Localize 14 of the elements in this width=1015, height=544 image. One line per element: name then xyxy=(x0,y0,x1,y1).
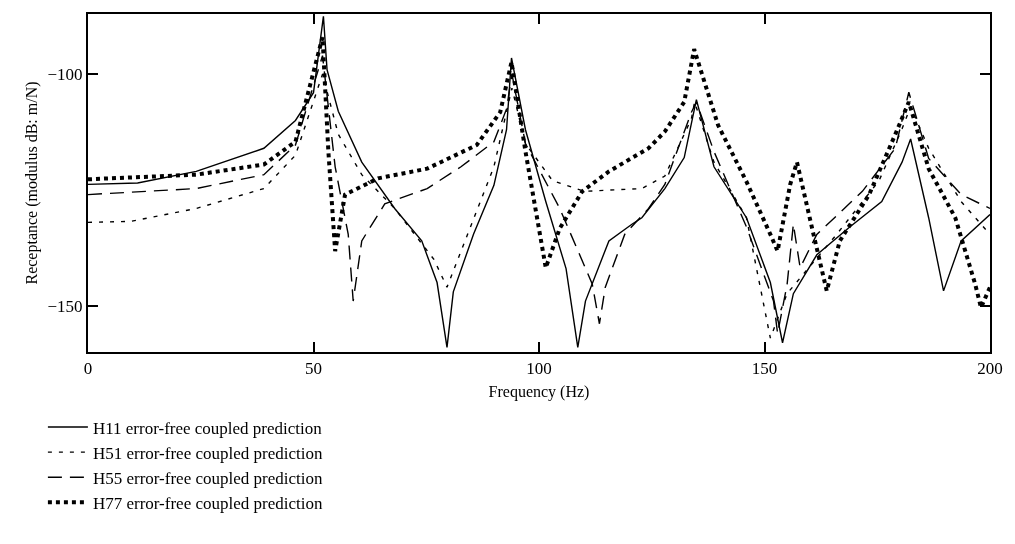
x-tick-label: 200 xyxy=(977,359,1003,379)
x-tick-label: 0 xyxy=(83,359,93,379)
x-tick-label: 150 xyxy=(751,359,778,379)
x-axis-title: Frequency (Hz) xyxy=(488,382,590,401)
legend-label: H55 error-free coupled prediction xyxy=(92,468,323,488)
y-tick-label: −100 xyxy=(47,65,83,85)
y-tick-label: −150 xyxy=(47,296,83,316)
legend-label: H51 error-free coupled prediction xyxy=(92,443,323,463)
x-tick-label: 50 xyxy=(305,359,322,379)
legend-label: H77 error-free coupled prediction xyxy=(92,493,323,513)
y-axis-title: Receptance (modulus dB: m/N) xyxy=(22,81,41,285)
line-series xyxy=(88,15,990,349)
x-tick-label: 100 xyxy=(526,359,552,379)
legend-label: H11 error-free coupled prediction xyxy=(92,418,323,438)
